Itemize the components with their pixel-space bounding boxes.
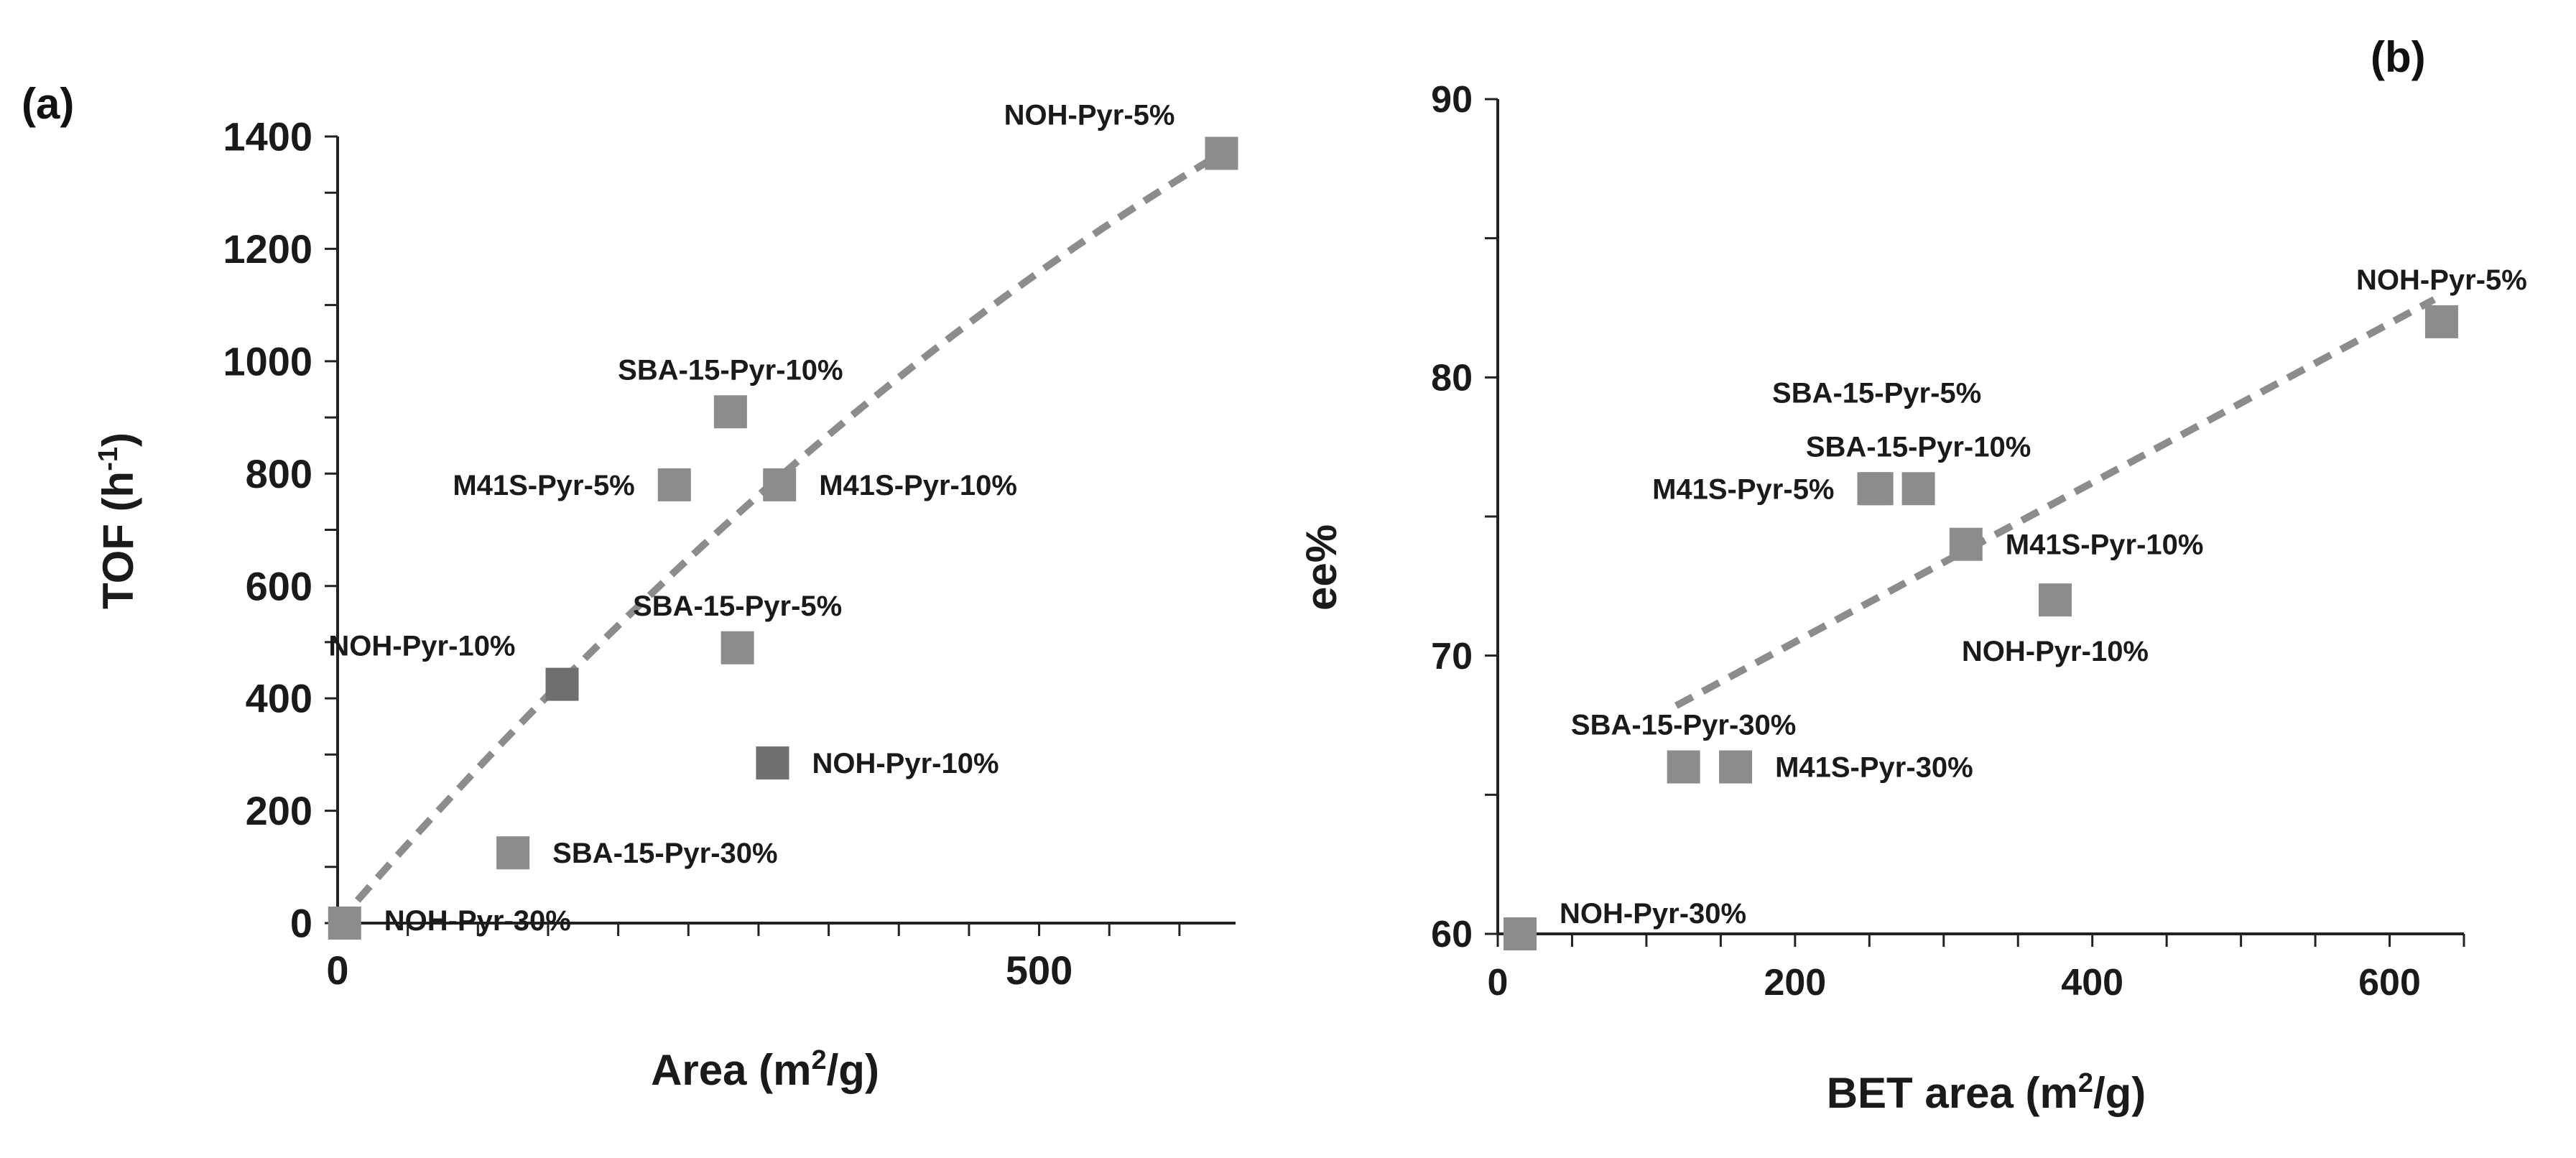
data-point-label: SBA-15-Pyr-30% — [1571, 710, 1796, 741]
data-point-marker — [2424, 305, 2458, 338]
data-point-marker — [1719, 750, 1753, 784]
y-tick-label: 0 — [290, 901, 312, 946]
data-point-label: NOH-Pyr-30% — [384, 905, 571, 937]
panel-b-trendline — [1674, 296, 2436, 709]
data-point-marker — [721, 631, 754, 664]
panel-b-ticks: 60 70 80 90 0 200 400 600 — [1431, 79, 2465, 1004]
trendline — [335, 150, 1224, 926]
data-point-marker — [763, 468, 797, 501]
panel-label-a: (a) — [22, 80, 74, 128]
y-tick-label: 1400 — [223, 114, 312, 159]
data-point-marker — [1205, 136, 1238, 170]
data-point-label: M41S-Pyr-10% — [819, 470, 1017, 501]
data-point-marker — [713, 395, 747, 429]
y-tick-label: 200 — [246, 788, 312, 833]
panel-a-trendline — [335, 150, 1224, 926]
y-tick-label: 60 — [1431, 914, 1473, 955]
data-point-label: NOH-Pyr-5% — [1004, 99, 1175, 131]
data-point-label: SBA-15-Pyr-10% — [618, 354, 843, 386]
panel-a-ticks: 0 200 400 600 800 1000 1200 1400 0 500 — [223, 114, 1181, 993]
y-tick-label: 800 — [246, 451, 312, 496]
data-point-label: SBA-15-Pyr-5% — [1772, 377, 1981, 409]
data-point-label: M41S-Pyr-10% — [2006, 529, 2204, 561]
data-point-label: NOH-Pyr-30% — [1560, 898, 1746, 930]
y-tick-label: 70 — [1431, 636, 1473, 677]
data-point-marker — [496, 836, 530, 870]
panel-b-y-axis-title: ee% — [1297, 524, 1345, 611]
data-point-label: M41S-Pyr-5% — [453, 470, 634, 501]
data-point-label: SBA-15-Pyr-10% — [1806, 431, 2031, 463]
data-point-label: NOH-Pyr-10% — [328, 631, 515, 662]
data-point-label: M41S-Pyr-30% — [1775, 752, 1973, 784]
panel-b-point-labels: NOH-Pyr-5% SBA-15-Pyr-5% SBA-15-Pyr-10% M41… — [1560, 264, 2527, 930]
data-point-marker — [756, 746, 789, 780]
y-tick-label: 90 — [1431, 79, 1473, 121]
x-tick-label: 0 — [326, 948, 348, 993]
data-point-marker — [1667, 750, 1700, 784]
data-point-label: SBA-15-Pyr-5% — [633, 590, 842, 622]
x-tick-label: 0 — [1488, 962, 1509, 1004]
y-tick-label: 80 — [1431, 358, 1473, 399]
panel-a-point-labels: NOH-Pyr-5% SBA-15-Pyr-10% M41S-Pyr-5% M41S-… — [328, 99, 1175, 937]
data-point-marker — [1901, 472, 1935, 506]
panel-a: (a) 0 200 400 600 800 1000 1200 1400 0 500 NOH-Py… — [22, 80, 1238, 1094]
data-point-marker — [657, 468, 691, 501]
data-point-label: M41S-Pyr-5% — [1652, 473, 1834, 505]
panel-a-y-axis-title: TOF (h-1) — [93, 432, 142, 609]
data-point-label: NOH-Pyr-5% — [2356, 264, 2527, 296]
data-point-label: NOH-Pyr-10% — [812, 748, 999, 779]
data-point-marker — [2038, 583, 2072, 617]
y-tick-label: 1000 — [223, 338, 312, 384]
data-point-marker — [1857, 472, 1891, 506]
data-point-marker — [545, 667, 579, 701]
panel-a-points — [328, 136, 1238, 940]
y-tick-label: 400 — [246, 676, 312, 721]
y-tick-label: 600 — [246, 563, 312, 608]
x-tick-label: 400 — [2061, 962, 2123, 1004]
data-point-marker — [328, 907, 361, 940]
data-point-marker — [1504, 917, 1537, 950]
data-point-label: NOH-Pyr-10% — [1962, 636, 2149, 667]
data-point-marker — [1949, 527, 1983, 561]
panel-label-b: (b) — [2371, 33, 2426, 81]
x-tick-label: 200 — [1764, 962, 1826, 1004]
x-tick-label: 500 — [1006, 948, 1072, 993]
trendline — [1674, 296, 2436, 709]
panel-b: (b) 60 70 80 90 0 200 400 600 NOH-Pyr-5% SBA-15-… — [1297, 33, 2527, 1117]
panel-b-points — [1504, 305, 2458, 950]
x-tick-label: 600 — [2358, 962, 2421, 1004]
y-tick-label: 1200 — [223, 226, 312, 272]
data-point-label: SBA-15-Pyr-30% — [552, 838, 777, 869]
panel-a-x-axis-title: Area (m2/g) — [651, 1045, 879, 1094]
panel-b-x-axis-title: BET area (m2/g) — [1827, 1068, 2146, 1117]
